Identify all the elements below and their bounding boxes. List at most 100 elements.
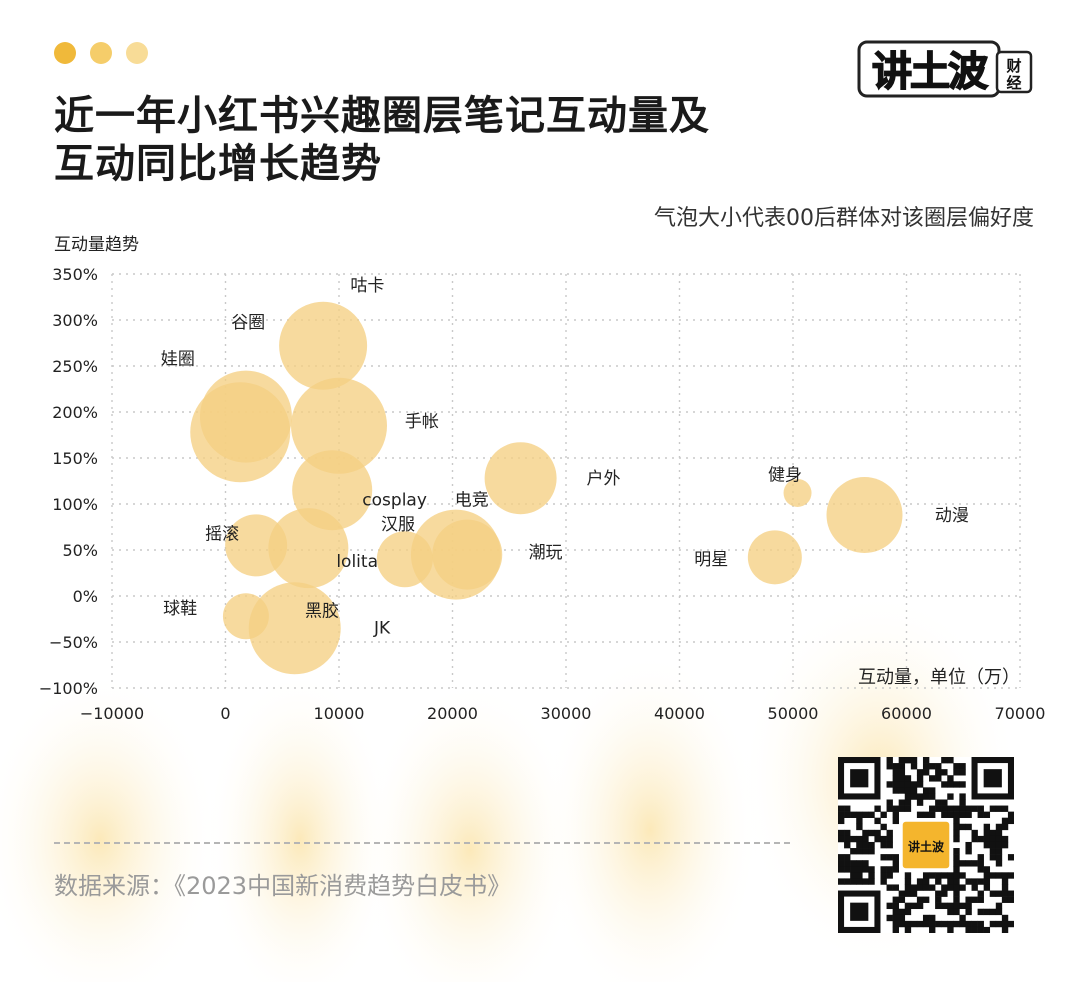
qr-module: [935, 920, 942, 928]
qr-module: [922, 811, 930, 818]
x-tick-label: 0: [220, 704, 230, 723]
qr-module: [910, 884, 918, 891]
qr-module: [880, 811, 887, 818]
qr-module: [916, 781, 924, 788]
dot-1: [54, 42, 76, 64]
qr-module: [916, 769, 924, 776]
qr-module: [922, 757, 930, 764]
qr-module: [959, 823, 966, 831]
qr-module: [947, 781, 954, 788]
qr-module: [947, 757, 954, 764]
qr-module: [1007, 854, 1014, 861]
qr-module: [922, 914, 930, 922]
bubble-16: [376, 531, 433, 588]
qr-module: [977, 854, 984, 861]
qr-module: [953, 920, 960, 928]
qr-module: [904, 908, 912, 916]
qr-module: [862, 811, 869, 818]
qr-module: [844, 805, 851, 812]
qr-module: [1001, 926, 1009, 933]
bubble-13: [747, 530, 802, 585]
qr-module: [959, 793, 966, 800]
qr-module: [898, 914, 906, 922]
qr-module: [983, 866, 991, 873]
bubble-label: 摇滚: [205, 524, 239, 544]
qr-module: [862, 835, 869, 843]
qr-module: [916, 920, 924, 928]
qr-module: [941, 920, 948, 928]
qr-module: [838, 860, 845, 867]
qr-module: [953, 829, 960, 837]
qr-module: [898, 769, 906, 776]
qr-module: [856, 872, 863, 879]
qr-module: [1001, 835, 1009, 843]
qr-code[interactable]: 讲土波: [838, 757, 1014, 933]
qr-module: [868, 829, 875, 837]
qr-module: [995, 841, 1003, 849]
brand-logo-sub-2: 经: [1006, 74, 1021, 92]
qr-module: [892, 769, 899, 776]
qr-module: [868, 878, 875, 885]
qr-module: [904, 793, 912, 800]
bubble-label: 手帐: [405, 412, 439, 432]
bubble-label: 球鞋: [163, 599, 197, 619]
qr-module: [868, 866, 875, 873]
qr-finder-inner: [983, 769, 1002, 788]
qr-module: [953, 884, 960, 891]
qr-module: [977, 896, 984, 903]
qr-module: [953, 811, 960, 818]
qr-module: [838, 866, 845, 873]
qr-module: [898, 757, 906, 764]
qr-module: [838, 829, 845, 837]
qr-module: [959, 902, 966, 910]
qr-module: [898, 890, 906, 897]
bubble-label: JK: [373, 618, 391, 638]
qr-module: [886, 884, 893, 891]
qr-module: [965, 841, 972, 849]
qr-module: [929, 793, 936, 800]
qr-module: [953, 835, 960, 843]
qr-module: [953, 866, 960, 873]
qr-module: [959, 914, 966, 922]
qr-module: [892, 787, 899, 794]
qr-module: [965, 860, 972, 867]
qr-module: [886, 835, 893, 843]
qr-module: [892, 860, 899, 867]
qr-module: [850, 811, 857, 818]
qr-module: [898, 781, 906, 788]
y-tick-label: 50%: [62, 541, 98, 560]
qr-module: [838, 854, 845, 861]
qr-module: [916, 896, 924, 903]
qr-module: [941, 872, 948, 879]
qr-module: [983, 872, 991, 879]
qr-module: [844, 841, 851, 849]
qr-module: [935, 805, 942, 812]
x-axis-label: 互动量，单位（万）: [858, 667, 1020, 688]
qr-module: [989, 805, 997, 812]
qr-module: [929, 787, 936, 794]
qr-module: [995, 823, 1003, 831]
qr-module: [977, 835, 984, 843]
qr-module: [953, 902, 960, 910]
qr-module: [892, 902, 899, 910]
qr-module: [880, 872, 887, 879]
qr-module: [929, 914, 936, 922]
qr-module: [989, 854, 997, 861]
qr-module: [995, 854, 1003, 861]
qr-module: [953, 769, 960, 776]
qr-module: [916, 902, 924, 910]
qr-module: [971, 829, 978, 837]
bubble-label: 潮玩: [529, 543, 563, 563]
qr-module: [898, 763, 906, 770]
qr-module: [953, 860, 960, 867]
qr-module: [941, 769, 948, 776]
qr-module: [838, 878, 845, 885]
qr-module: [947, 872, 954, 879]
qr-module: [892, 914, 899, 922]
qr-module: [892, 926, 899, 933]
qr-module: [922, 872, 930, 879]
qr-module: [995, 860, 1003, 867]
qr-module: [977, 890, 984, 897]
qr-module: [904, 787, 912, 794]
qr-module: [898, 805, 906, 812]
